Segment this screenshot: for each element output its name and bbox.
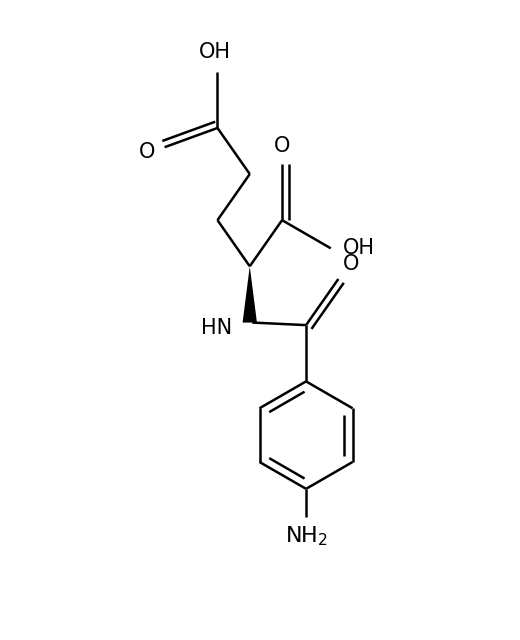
- Text: O: O: [138, 142, 155, 163]
- Text: HN: HN: [201, 317, 232, 338]
- Text: OH: OH: [199, 42, 231, 62]
- Polygon shape: [243, 266, 257, 323]
- Text: NH$_2$: NH$_2$: [284, 525, 328, 548]
- Text: OH: OH: [343, 238, 375, 259]
- Text: O: O: [343, 253, 359, 274]
- Text: O: O: [274, 136, 290, 156]
